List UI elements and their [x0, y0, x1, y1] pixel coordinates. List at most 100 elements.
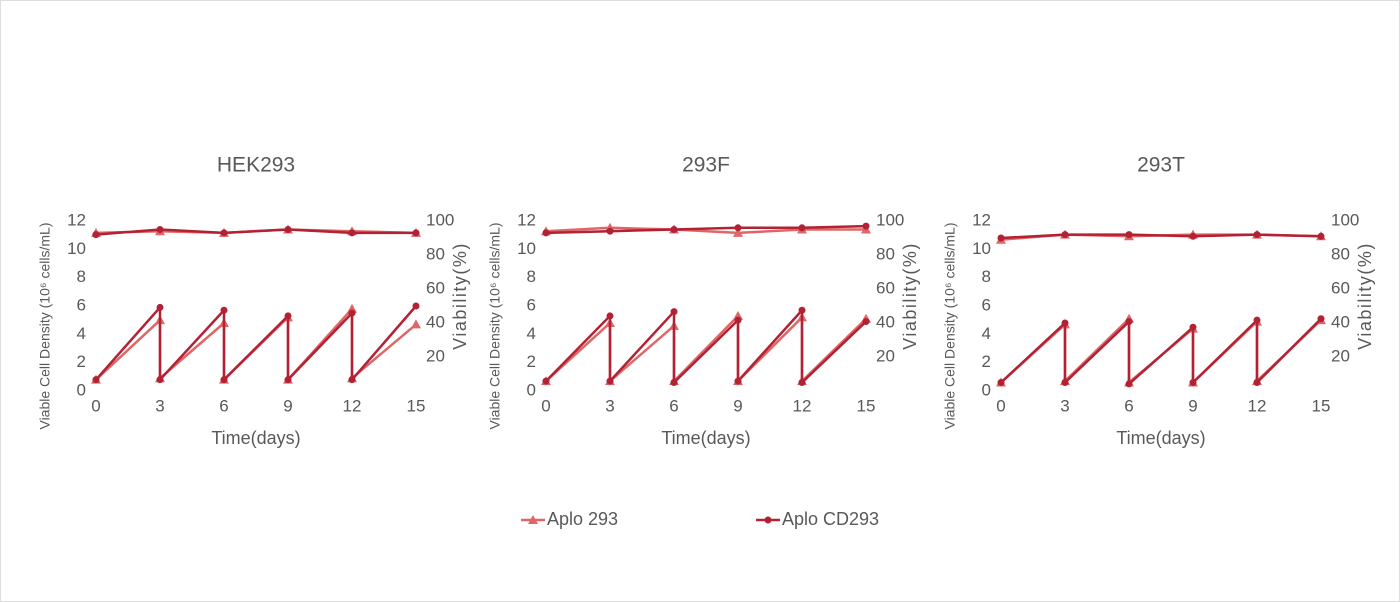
- y2-tick-label: 40: [1331, 312, 1350, 331]
- marker: [734, 377, 742, 385]
- y2-tick-label: 80: [876, 244, 895, 263]
- marker: [1061, 231, 1069, 239]
- chart-title: 293F: [682, 154, 730, 177]
- marker: [1189, 323, 1197, 331]
- marker: [798, 379, 806, 386]
- x-tick-label: 15: [857, 396, 876, 415]
- marker: [284, 376, 292, 384]
- marker: [412, 302, 420, 310]
- x-tick-label: 12: [343, 396, 362, 415]
- marker: [411, 319, 421, 329]
- marker: [348, 309, 356, 317]
- marker: [1189, 379, 1197, 386]
- marker: [670, 308, 678, 316]
- series-line: [545, 224, 867, 235]
- marker: [156, 226, 164, 233]
- marker: [542, 377, 550, 385]
- y2-tick-label: 40: [426, 312, 445, 331]
- y2-tick-label: 80: [426, 244, 445, 263]
- x-tick-label: 15: [1312, 396, 1331, 415]
- y-axis-label: Viable Cell Density (10⁶ cells/mL): [37, 222, 53, 429]
- y2-tick-label: 60: [426, 278, 445, 297]
- legend-label: Aplo 293: [547, 509, 618, 529]
- series-line: [1000, 315, 1322, 386]
- marker: [798, 224, 806, 232]
- marker: [733, 310, 743, 320]
- x-tick-label: 6: [219, 396, 228, 415]
- y-tick-label: 2: [527, 352, 536, 371]
- x-tick-label: 6: [1124, 396, 1133, 415]
- series-line: [1000, 317, 1322, 387]
- marker: [284, 226, 292, 233]
- marker: [1061, 379, 1069, 386]
- marker: [1125, 231, 1133, 239]
- x-tick-label: 12: [793, 396, 812, 415]
- legend-item: Aplo CD293: [756, 509, 879, 529]
- marker: [347, 303, 357, 313]
- y-tick-label: 2: [77, 352, 86, 371]
- series-line: [95, 228, 416, 236]
- legend-marker: [764, 516, 772, 524]
- marker: [606, 312, 614, 320]
- series-line: [545, 307, 867, 386]
- x-axis-label: Time(days): [1116, 428, 1205, 448]
- x-tick-label: 3: [1060, 396, 1069, 415]
- y2-axis-label: Viability(%): [1355, 242, 1375, 350]
- series-line: [545, 226, 866, 235]
- marker: [156, 303, 164, 311]
- series-line: [1000, 233, 1322, 240]
- y2-tick-label: 100: [426, 210, 454, 229]
- marker: [606, 377, 614, 385]
- marker: [1317, 232, 1325, 240]
- marker: [1253, 316, 1261, 324]
- marker: [862, 222, 870, 230]
- marker: [734, 224, 742, 232]
- x-axis-label: Time(days): [661, 428, 750, 448]
- marker: [670, 226, 678, 233]
- x-axis-label: Time(days): [211, 428, 300, 448]
- y-tick-label: 12: [972, 210, 991, 229]
- x-tick-label: 0: [91, 396, 100, 415]
- marker: [798, 306, 806, 314]
- marker: [348, 376, 356, 384]
- x-tick-label: 0: [541, 396, 550, 415]
- y-axis-label: Viable Cell Density (10⁶ cells/mL): [942, 222, 958, 429]
- x-tick-label: 0: [996, 396, 1005, 415]
- y2-tick-label: 20: [426, 346, 445, 365]
- y2-tick-label: 60: [876, 278, 895, 297]
- marker: [220, 229, 228, 237]
- x-tick-label: 15: [407, 396, 426, 415]
- y-tick-label: 10: [517, 239, 536, 258]
- y2-tick-label: 100: [876, 210, 904, 229]
- y-tick-label: 2: [982, 352, 991, 371]
- marker: [156, 376, 164, 384]
- marker: [284, 312, 292, 320]
- y2-axis-label: Viability(%): [450, 242, 470, 350]
- marker: [348, 229, 356, 237]
- y2-tick-label: 20: [876, 346, 895, 365]
- marker: [220, 376, 228, 384]
- marker: [1253, 379, 1261, 386]
- y-tick-label: 4: [527, 324, 536, 343]
- marker: [1061, 319, 1069, 327]
- y-tick-label: 8: [77, 267, 86, 286]
- y-axis-label: Viable Cell Density (10⁶ cells/mL): [487, 222, 503, 429]
- y-tick-label: 6: [982, 295, 991, 314]
- marker: [862, 318, 870, 326]
- y-tick-label: 10: [972, 239, 991, 258]
- marker: [1189, 232, 1197, 240]
- y-tick-label: 8: [982, 267, 991, 286]
- chart-title: HEK293: [217, 154, 295, 177]
- x-tick-label: 9: [1188, 396, 1197, 415]
- y-tick-label: 0: [982, 380, 991, 399]
- series-line: [95, 304, 417, 384]
- marker: [92, 231, 100, 239]
- marker: [606, 227, 614, 235]
- y-tick-label: 8: [527, 267, 536, 286]
- y2-tick-label: 100: [1331, 210, 1359, 229]
- marker: [1253, 231, 1261, 239]
- y-tick-label: 0: [77, 380, 86, 399]
- legend-label: Aplo CD293: [782, 509, 879, 529]
